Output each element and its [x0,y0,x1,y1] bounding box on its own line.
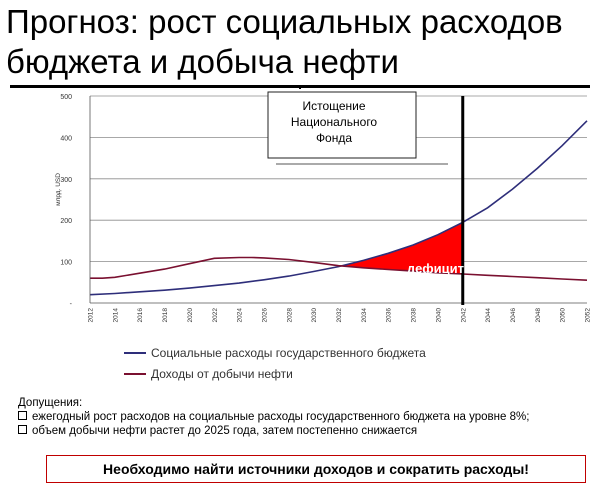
y-tick-label: 200 [60,218,72,225]
deficit-label: дефицит [407,261,464,276]
depletion-box [267,91,417,159]
x-tick-label: 2028 [286,308,293,323]
x-tick-label: 2048 [535,308,542,323]
chart-axes: - 100 200 300 400 500 млрд. USD 2012 2014 2016 201… [55,94,592,322]
x-tick-label: 2050 [560,308,567,323]
slide-title: Прогноз: рост социальных расходов бюджет… [6,3,563,80]
social-spending-line [89,120,588,296]
y-tick-label: - [70,301,73,308]
y-tick-label: 300 [60,177,72,184]
x-tick-label: 2030 [311,308,318,323]
deficit-region [341,222,463,274]
x-tick-label: 2038 [411,308,418,323]
chart-series [89,120,588,296]
depletion-box-line: Фонда [316,131,352,145]
x-tick-label: 2024 [237,308,244,323]
forecast-chart: - 100 200 300 400 500 млрд. USD 2012 2014 2016 201… [55,88,592,381]
y-tick-label: 500 [60,94,72,101]
checkbox-icon [18,411,27,420]
assumptions-heading: Допущения: [18,397,83,409]
x-tick-label: 2020 [187,308,194,323]
x-tick-label: 2012 [88,308,95,323]
x-tick-label: 2032 [336,308,343,323]
assumption-item-1: ежегодный рост расходов на социальные ра… [18,410,598,424]
x-tick-label: 2016 [137,308,144,323]
assumptions-block: Допущения: ежегодный рост расходов на со… [18,396,598,438]
oil-revenue-line [90,256,588,281]
x-tick-label: 2036 [386,308,393,323]
title-divider [10,85,590,88]
deficit-area [341,222,463,274]
x-tick-label: 2014 [112,308,119,323]
x-tick-label: 2026 [261,308,268,323]
assumption-text: ежегодный рост расходов на социальные ра… [32,411,530,423]
y-tick-label: 400 [60,135,72,142]
x-tick-label: 2022 [212,308,219,323]
x-tick-label: 2018 [162,308,169,323]
chart-annotations: дефицит Истощение Национального Фонда [267,88,465,305]
callout-text: Необходимо найти источники доходов и сок… [103,461,529,477]
chart-legend: Социальные расходы государственного бюдж… [124,346,426,381]
assumption-item-2: объем добычи нефти растет до 2025 года, … [18,424,598,438]
conclusion-callout: Необходимо найти источники доходов и сок… [46,455,586,483]
legend-label: Социальные расходы государственного бюдж… [151,346,426,360]
assumption-text: объем добычи нефти растет до 2025 года, … [32,425,418,437]
depletion-box-line: Истощение [302,99,365,113]
x-tick-label: 2046 [510,308,517,323]
depletion-box-line: Национального [291,115,378,129]
x-tick-label: 2042 [460,308,467,323]
checkbox-icon [18,425,27,434]
y-axis-title: млрд. USD [55,173,62,206]
legend-label: Доходы от добычи нефти [151,367,293,381]
x-tick-label: 2034 [361,308,368,323]
x-tick-label: 2052 [585,308,592,323]
x-tick-label: 2044 [485,308,492,323]
y-tick-label: 100 [60,260,72,267]
x-tick-label: 2040 [435,308,442,323]
